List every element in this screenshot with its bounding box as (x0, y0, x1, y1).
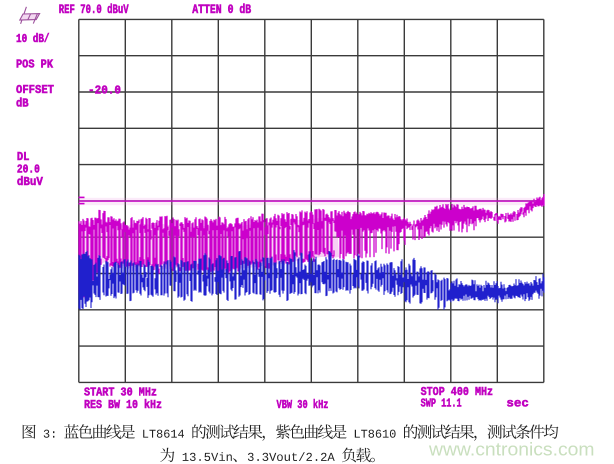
svg-text:20.0: 20.0 (17, 163, 40, 176)
svg-text:10 dB/: 10 dB/ (16, 33, 50, 46)
svg-text:www.cntronics.com: www.cntronics.com (428, 439, 595, 460)
svg-text:OFFSET: OFFSET (16, 84, 54, 97)
svg-text:POS PK: POS PK (16, 58, 53, 71)
svg-text:STOP 400 MHz: STOP 400 MHz (421, 385, 494, 399)
svg-text:dB: dB (16, 97, 29, 110)
svg-text:REF 70.0 dBuV: REF 70.0 dBuV (59, 3, 129, 17)
svg-text:-20.0: -20.0 (88, 84, 121, 98)
svg-text:dBuV: dBuV (17, 176, 43, 189)
svg-text:ATTEN 0 dB: ATTEN 0 dB (192, 3, 251, 17)
svg-text:RES BW 10 kHz: RES BW 10 kHz (84, 398, 162, 412)
svg-text:sec: sec (506, 397, 528, 411)
svg-text:SWP 11.1: SWP 11.1 (421, 397, 462, 411)
svg-text:DL: DL (17, 151, 30, 164)
svg-text:START 30 MHz: START 30 MHz (84, 386, 157, 400)
svg-text:VBW 30 kHz: VBW 30 kHz (277, 398, 329, 412)
